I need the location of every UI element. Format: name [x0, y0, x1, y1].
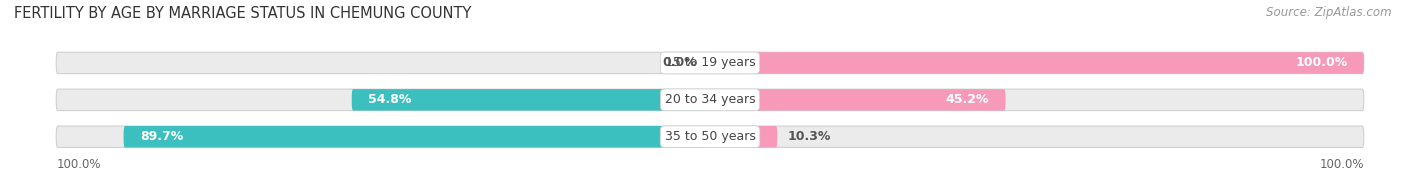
FancyBboxPatch shape: [56, 52, 1364, 74]
FancyBboxPatch shape: [56, 126, 1364, 147]
Text: 54.8%: 54.8%: [368, 93, 412, 106]
Text: 100.0%: 100.0%: [1295, 56, 1347, 69]
Text: 100.0%: 100.0%: [56, 158, 101, 171]
FancyBboxPatch shape: [124, 126, 710, 147]
Text: 89.7%: 89.7%: [141, 130, 183, 143]
FancyBboxPatch shape: [710, 52, 1364, 74]
Text: FERTILITY BY AGE BY MARRIAGE STATUS IN CHEMUNG COUNTY: FERTILITY BY AGE BY MARRIAGE STATUS IN C…: [14, 6, 471, 21]
FancyBboxPatch shape: [710, 89, 1005, 111]
Text: 100.0%: 100.0%: [1319, 158, 1364, 171]
Text: 0.0%: 0.0%: [662, 56, 697, 69]
Text: 35 to 50 years: 35 to 50 years: [665, 130, 755, 143]
Text: Source: ZipAtlas.com: Source: ZipAtlas.com: [1267, 6, 1392, 19]
Text: 20 to 34 years: 20 to 34 years: [665, 93, 755, 106]
Text: 10.3%: 10.3%: [787, 130, 831, 143]
Text: 45.2%: 45.2%: [946, 93, 990, 106]
Text: 15 to 19 years: 15 to 19 years: [665, 56, 755, 69]
FancyBboxPatch shape: [710, 126, 778, 147]
FancyBboxPatch shape: [56, 89, 1364, 111]
FancyBboxPatch shape: [352, 89, 710, 111]
